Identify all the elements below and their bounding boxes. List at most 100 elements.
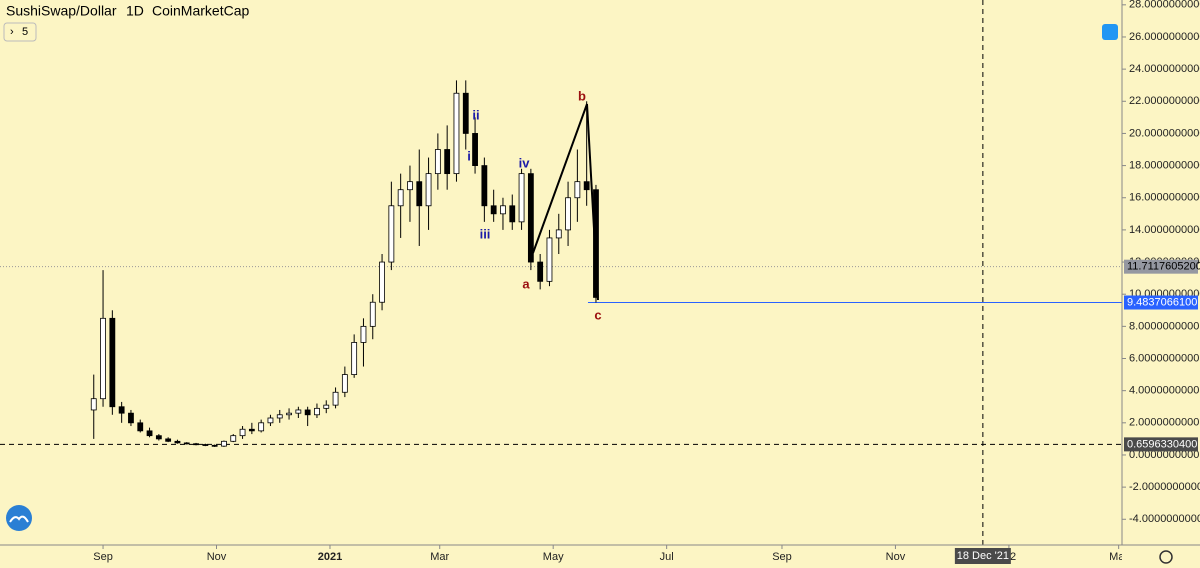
candle-body bbox=[555, 229, 562, 239]
x-tick-label: May bbox=[543, 551, 564, 563]
candle-body bbox=[90, 398, 97, 411]
auto-button[interactable] bbox=[1102, 24, 1118, 40]
level-label-box bbox=[1124, 437, 1198, 452]
candle-body bbox=[211, 444, 218, 447]
wave-label: b bbox=[578, 88, 586, 103]
x-tick-label: Sep bbox=[772, 551, 792, 563]
y-tick-label: 2.0000000000 bbox=[1129, 417, 1199, 429]
y-tick-label: -2.0000000000 bbox=[1129, 481, 1200, 493]
candle-body bbox=[537, 261, 544, 282]
y-tick-label: 28.0000000000 bbox=[1129, 0, 1200, 11]
y-tick-label: 24.0000000000 bbox=[1129, 63, 1200, 75]
y-tick-label: -4.0000000000 bbox=[1129, 513, 1200, 525]
level-label-box bbox=[1124, 259, 1198, 274]
candle-body bbox=[258, 422, 265, 432]
crosshair-label: 18 Dec '21 bbox=[957, 550, 1009, 562]
collapse-button[interactable] bbox=[3, 22, 37, 42]
candle-body bbox=[267, 417, 274, 424]
y-tick-label: 26.0000000000 bbox=[1129, 31, 1200, 43]
settings-icon[interactable] bbox=[1159, 550, 1173, 564]
candle-body bbox=[193, 443, 199, 446]
candle-body bbox=[546, 237, 553, 282]
candle-body bbox=[165, 438, 172, 442]
source: CoinMarketCap bbox=[152, 3, 249, 19]
candle-body bbox=[323, 404, 330, 409]
candle-body bbox=[416, 181, 423, 207]
wave-label: ii bbox=[472, 107, 479, 122]
wave-label: c bbox=[594, 307, 601, 322]
wave-label: iii bbox=[480, 226, 491, 241]
candle-body bbox=[379, 261, 385, 303]
candle-body bbox=[137, 422, 144, 432]
candle-body bbox=[593, 189, 599, 298]
candle-body bbox=[174, 440, 181, 444]
candle-body bbox=[109, 317, 116, 408]
candle-body bbox=[360, 325, 367, 343]
candle-body bbox=[527, 173, 534, 263]
wave-label: a bbox=[522, 276, 530, 291]
candle-body bbox=[239, 428, 246, 437]
candle-body bbox=[276, 414, 283, 419]
y-tick-label: 18.0000000000 bbox=[1129, 159, 1200, 171]
x-tick-label: Nov bbox=[886, 551, 906, 563]
candle-body bbox=[304, 409, 311, 416]
wave-label: i bbox=[467, 148, 471, 163]
y-tick-label: 4.0000000000 bbox=[1129, 385, 1199, 397]
candle-body bbox=[351, 342, 358, 375]
interval: 1D bbox=[126, 3, 144, 19]
overlay: 28.0000000000 26.0000000000 24.0000000000 2… bbox=[467, 0, 1200, 564]
candle-body bbox=[481, 165, 488, 207]
y-tick-label: 22.0000000000 bbox=[1129, 95, 1200, 107]
candle-body bbox=[341, 374, 348, 393]
candle-body bbox=[518, 173, 525, 223]
candle-body bbox=[128, 412, 134, 424]
wave-label: iv bbox=[519, 155, 531, 170]
x-tick-label: 2021 bbox=[318, 551, 342, 563]
x-tick-label: Mar bbox=[430, 551, 449, 563]
candle-body bbox=[407, 181, 413, 191]
candle-body bbox=[332, 391, 339, 406]
candle-body bbox=[100, 317, 106, 400]
candle-body bbox=[397, 189, 404, 207]
candle-body bbox=[574, 181, 581, 199]
y-tick-label: 16.0000000000 bbox=[1129, 192, 1200, 204]
candle-body bbox=[500, 205, 506, 215]
logo-mark bbox=[9, 515, 29, 523]
y-tick-label: 8.0000000000 bbox=[1129, 320, 1199, 332]
candle-body bbox=[155, 435, 162, 440]
level-label: 11.7117605200 bbox=[1127, 261, 1200, 273]
collapse-arrow: › bbox=[10, 26, 14, 38]
price-axis-bg bbox=[1122, 0, 1200, 568]
candle-body bbox=[388, 205, 395, 263]
y-tick-label: 20.0000000000 bbox=[1129, 127, 1200, 139]
x-tick-label: Nov bbox=[207, 551, 227, 563]
candle-body bbox=[248, 428, 255, 432]
candle-body bbox=[369, 301, 376, 327]
crosshair-label-box bbox=[954, 548, 1011, 564]
candle-body bbox=[472, 133, 478, 166]
symbol: SushiSwap/Dollar bbox=[6, 3, 117, 19]
y-tick-label: 14.0000000000 bbox=[1129, 224, 1200, 236]
candle-body bbox=[565, 197, 571, 231]
candle-body bbox=[434, 149, 441, 175]
x-tick-label: Jul bbox=[660, 551, 674, 563]
candle-body bbox=[509, 205, 516, 223]
candle-body bbox=[221, 440, 227, 447]
candle-body bbox=[490, 205, 497, 215]
candle-body bbox=[453, 92, 460, 175]
candle-body bbox=[230, 435, 237, 442]
candle-body bbox=[183, 442, 190, 445]
candle-body bbox=[444, 149, 451, 175]
level-label: 0.6596330400 bbox=[1127, 438, 1197, 450]
candle-body bbox=[202, 444, 209, 446]
candle-body bbox=[286, 412, 292, 416]
level-label: 9.4837066100 bbox=[1127, 296, 1197, 308]
y-tick-label: 0.0000000000 bbox=[1129, 449, 1199, 461]
collapse-count[interactable]: 5 bbox=[22, 26, 28, 38]
wave-line bbox=[532, 103, 599, 301]
level-label-box bbox=[1124, 295, 1198, 310]
candle-body bbox=[146, 430, 153, 437]
candle-body bbox=[314, 407, 320, 416]
